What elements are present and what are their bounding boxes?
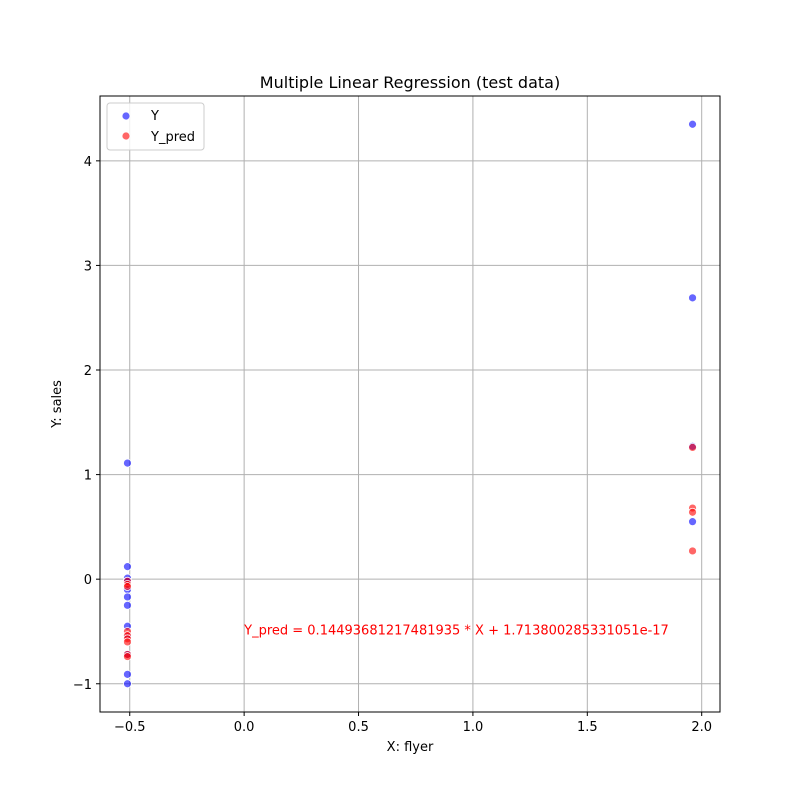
legend-marker-y [121,111,131,121]
data-point-y [123,592,132,602]
data-point-y-pred [123,652,132,661]
y-tick-label: 0 [84,573,92,588]
legend-box [106,102,205,151]
x-tick-label: −0.5 [114,720,146,735]
y-tick-label: 1 [84,469,92,484]
plot-frame [99,95,721,713]
x-tick-label: 1.0 [463,720,484,735]
x-tick-label: 1.5 [577,720,598,735]
legend-label-y-pred: Y_pred [150,130,195,145]
y-tick-label: 2 [84,364,92,379]
legend-marker-y-pred [121,131,131,141]
data-point-y [123,669,132,679]
legend-label-y: Y [150,109,159,124]
data-point-y-pred [688,443,697,452]
y-tick-label: −1 [73,678,92,693]
data-point-y-pred [123,637,132,647]
data-point-y [123,679,132,689]
data-points [123,119,697,689]
data-point-y [123,562,132,572]
x-tick-label: 2.0 [691,720,712,735]
y-axis-label: Y: sales [50,380,65,429]
axis-ticks: −0.5 0.0 0.5 1.0 1.5 2.0 −1 0 1 2 3 4 [73,155,712,735]
x-tick-label: 0.5 [348,720,369,735]
data-point-y [123,458,132,468]
data-point-y [688,517,697,527]
chart-title: Multiple Linear Regression (test data) [260,73,560,92]
y-tick-label: 3 [84,259,92,274]
y-tick-label: 4 [84,155,92,170]
regression-equation-annotation: Y_pred = 0.14493681217481935 * X + 1.713… [243,624,669,639]
data-point-y-pred [123,582,132,591]
data-point-y-pred [688,546,697,556]
data-point-y [688,293,697,303]
x-axis-label: X: flyer [387,740,434,755]
data-point-y-pred [688,507,697,517]
grid-lines [100,96,720,712]
legend: Y Y_pred [106,102,205,151]
x-tick-label: 0.0 [234,720,255,735]
data-point-y [123,600,132,610]
data-point-y [688,119,697,129]
